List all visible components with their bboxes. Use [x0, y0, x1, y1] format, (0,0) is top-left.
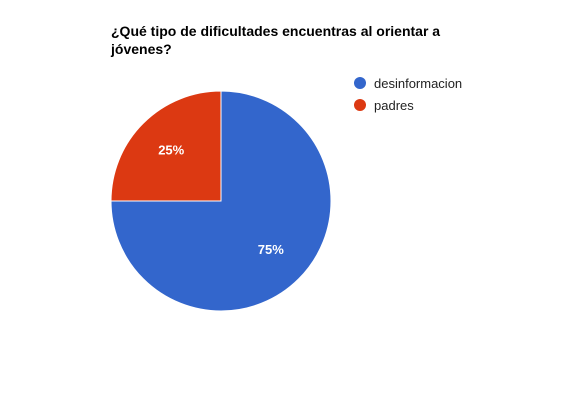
pie-slice-padres[interactable]	[110, 90, 222, 202]
legend-label-padres: padres	[374, 97, 414, 113]
slice-label-padres: 25%	[158, 143, 184, 158]
legend-label-desinformacion: desinformacion	[374, 75, 463, 91]
chart-title: ¿Qué tipo de dificultades encuentras al …	[111, 23, 441, 57]
legend-item-desinformacion[interactable]: desinformacion	[354, 74, 462, 92]
legend-swatch-desinformacion	[354, 77, 366, 89]
slice-label-desinformacion: 75%	[258, 242, 284, 257]
legend-swatch-padres	[354, 99, 366, 111]
legend: desinformacion padres	[354, 74, 462, 118]
legend-item-padres[interactable]: padres	[354, 96, 462, 114]
